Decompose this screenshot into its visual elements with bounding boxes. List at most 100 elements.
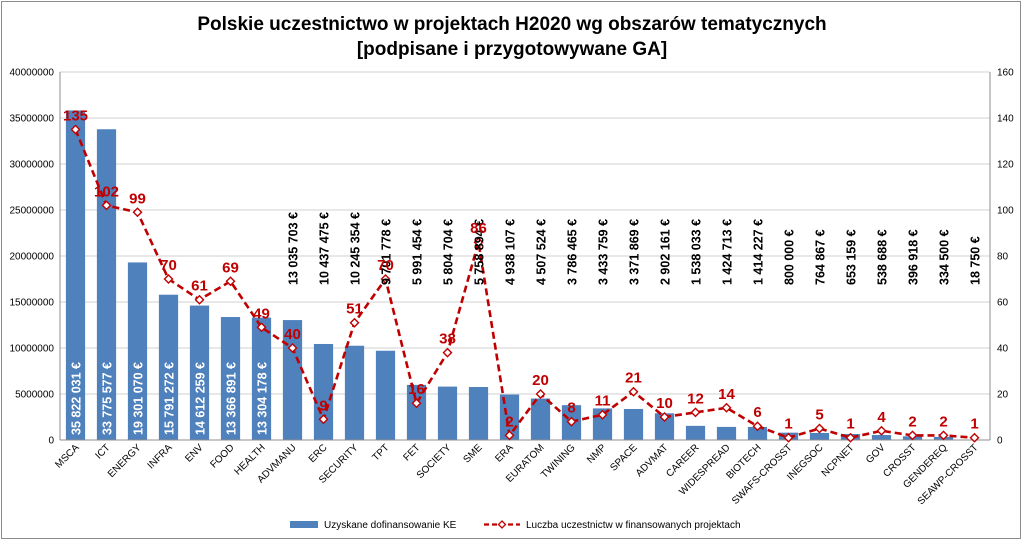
bar-value-label: 4 938 107 €: [504, 219, 518, 285]
y-right-tick-label: 80: [997, 252, 1009, 263]
count-label: 69: [222, 259, 239, 276]
bar-value-label: 9 701 778 €: [380, 219, 394, 285]
bar-value-label: 18 750 €: [969, 236, 983, 285]
y-right-tick-label: 40: [997, 344, 1009, 355]
x-tick-label: ERA: [493, 442, 516, 465]
line-marker: [659, 412, 670, 422]
count-label: 20: [532, 372, 549, 389]
x-tick-label: ENERGY: [106, 442, 144, 480]
line-marker: [752, 421, 763, 432]
bar: [158, 294, 179, 440]
bar-value-label: 1 424 713 €: [721, 219, 735, 285]
legend-line-label: Luczba uczestnictw w finansowanych proje…: [526, 520, 741, 531]
count-label: 1: [970, 416, 978, 433]
bar-value-label: 2 902 161 €: [659, 219, 673, 285]
y-left-tick-label: 5000000: [15, 390, 54, 401]
line-path: [74, 129, 975, 440]
y-right-tick-label: 100: [997, 206, 1014, 217]
count-label: 2: [505, 413, 513, 430]
x-tick-label: SOCIETY: [415, 442, 454, 481]
line-marker: [473, 237, 484, 248]
x-tick-label: MSCA: [53, 442, 81, 470]
bar-value-label: 33 775 577 €: [101, 362, 115, 435]
line-marker: [132, 207, 143, 218]
count-label: 99: [129, 190, 146, 207]
count-label: 70: [160, 257, 177, 274]
x-tick-label: TPT: [370, 442, 391, 463]
y-left-tick-label: 15000000: [10, 298, 55, 309]
bar: [189, 305, 210, 440]
bar-value-label: 3 433 759 €: [597, 219, 611, 285]
bar-value-label: 3 786 465 €: [566, 219, 580, 285]
y-right-tick-label: 0: [997, 436, 1003, 447]
line-marker: [535, 389, 546, 399]
bar: [344, 345, 365, 440]
bar-value-label: 13 304 178 €: [256, 362, 270, 435]
count-label: 38: [439, 331, 456, 348]
count-label: 5: [815, 407, 823, 424]
line-marker: [814, 423, 825, 434]
bar: [747, 426, 768, 440]
bar-value-label: 10 245 354 €: [349, 212, 363, 285]
bar-value-label: 13 366 891 €: [225, 362, 239, 435]
chart-title-line-2: [podpisane i przygotowywane GA]: [357, 39, 667, 60]
bar-value-label: 800 000 €: [783, 229, 797, 285]
x-tick-label: NMP: [585, 442, 609, 466]
count-label: 21: [625, 370, 642, 387]
y-left-tick-label: 30000000: [10, 160, 55, 171]
bar-value-label: 396 918 €: [907, 229, 921, 285]
bar-value-label: 538 688 €: [876, 229, 890, 285]
count-label: 70: [377, 257, 394, 274]
bar: [127, 262, 148, 440]
bar: [809, 432, 830, 440]
x-tick-label: ENV: [183, 442, 206, 465]
y-right-tick-label: 140: [997, 114, 1014, 125]
line-marker: [938, 430, 949, 441]
bar-value-label: 764 867 €: [814, 229, 828, 285]
bar-value-label: 5 758 894 €: [473, 219, 487, 285]
bar-value-label: 334 500 €: [938, 229, 952, 285]
bar-value-label: 15 791 272 €: [163, 362, 177, 435]
bar-value-label: 10 437 475 €: [318, 212, 332, 285]
count-label: 1: [784, 416, 792, 433]
line-marker: [566, 416, 577, 427]
count-label: 11: [595, 393, 611, 410]
legend-bar-swatch: [290, 521, 318, 528]
line-marker: [101, 200, 112, 211]
bar: [654, 413, 675, 440]
bar-value-label: 13 035 703 €: [287, 212, 301, 285]
line-marker: [597, 409, 608, 420]
count-label: 61: [191, 278, 208, 295]
bar-value-label: 5 991 454 €: [411, 219, 425, 285]
count-label: 2: [939, 413, 947, 430]
x-tick-label: INFRA: [146, 442, 175, 471]
line-marker: [349, 317, 360, 328]
count-label: 4: [877, 409, 886, 426]
y-left-tick-label: 35000000: [10, 114, 55, 125]
line-marker: [628, 386, 639, 397]
legend: Uzyskane dofinansowanie KE Luczba uczest…: [290, 520, 741, 531]
bar-value-label: 3 371 869 €: [628, 219, 642, 285]
y-right-tick-label: 60: [997, 298, 1009, 309]
chart-title-line-1: Polskie uczestnictwo w projektach H2020 …: [197, 14, 826, 35]
line-marker: [969, 432, 980, 443]
count-label: 8: [567, 400, 575, 417]
gridlines: [60, 71, 990, 395]
count-label: 9: [319, 397, 327, 414]
count-label: 2: [908, 413, 916, 430]
y-left-tick-label: 10000000: [10, 344, 55, 355]
line-marker: [287, 343, 298, 353]
count-label: 51: [346, 301, 363, 318]
legend-line-marker: [497, 520, 507, 529]
bar-value-label: 4 507 524 €: [535, 219, 549, 285]
y-left-tick-label: 25000000: [10, 206, 55, 217]
line-marker: [411, 398, 422, 409]
y-right-tick-label: 120: [997, 160, 1014, 171]
y-left-tick-label: 0: [48, 436, 54, 447]
line-marker: [163, 274, 174, 284]
line-marker: [194, 294, 205, 305]
bar-value-label: 35 822 031 €: [70, 362, 84, 435]
axes: 0 5000000 10000000 15000000 20000000 25000000…: [10, 68, 1015, 508]
line-marker: [783, 432, 794, 443]
